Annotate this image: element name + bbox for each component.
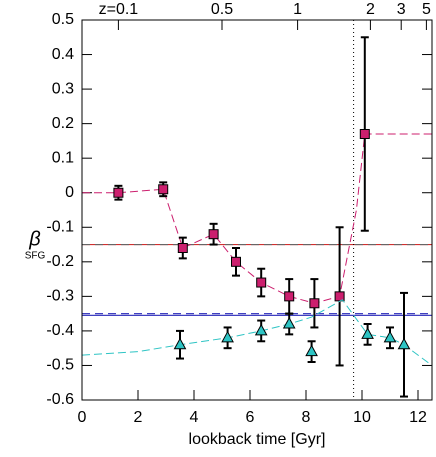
x-axis-label: lookback time [Gyr] [189,431,326,448]
y-tick-label: 0.2 [52,115,74,132]
y-tick-label: -0.4 [46,322,74,339]
y-tick-label: -0.5 [46,357,74,374]
point [158,184,169,195]
point [173,337,187,350]
point [231,256,241,267]
point [309,298,320,309]
y-tick-label: -0.1 [46,218,74,235]
x2-tick-label: z=0.1 [99,1,139,18]
y-tick-label: -0.6 [46,391,74,408]
y-tick-label: 0.3 [52,80,74,97]
point [397,337,411,350]
x-tick-label: 12 [409,409,427,426]
plot-frame [81,19,433,401]
x-tick-label: 0 [78,409,87,426]
y-tick-label: -0.2 [46,253,74,270]
point [208,229,219,240]
point [256,277,267,288]
x-tick-label: 6 [246,409,255,426]
y-tick-label: 0.1 [52,149,74,166]
y-tick-label: 0.5 [52,11,74,28]
x2-tick-label: 2 [366,1,375,18]
point [282,316,296,329]
point [305,344,318,357]
y-axis-label-sub: SFG [25,251,46,262]
x-tick-label: 4 [190,409,199,426]
y-axis-label: β [28,228,40,250]
point [383,330,397,343]
point [254,323,268,336]
y-tick-label: 0 [65,184,74,201]
x2-tick-label: 1 [293,1,302,18]
x-tick-label: 8 [302,409,311,426]
x2-tick-label: 0.5 [211,1,233,18]
x-tick-label: 10 [353,409,371,426]
point [359,129,370,139]
point [221,330,234,343]
point [284,291,295,302]
x2-tick-label: 3 [397,1,406,18]
point [177,243,188,253]
x2-tick-label: 5 [422,1,431,18]
point [113,187,124,198]
y-tick-label: 0.4 [52,46,74,63]
x-tick-label: 2 [134,409,143,426]
point [361,327,374,339]
y-tick-label: -0.3 [46,288,74,305]
